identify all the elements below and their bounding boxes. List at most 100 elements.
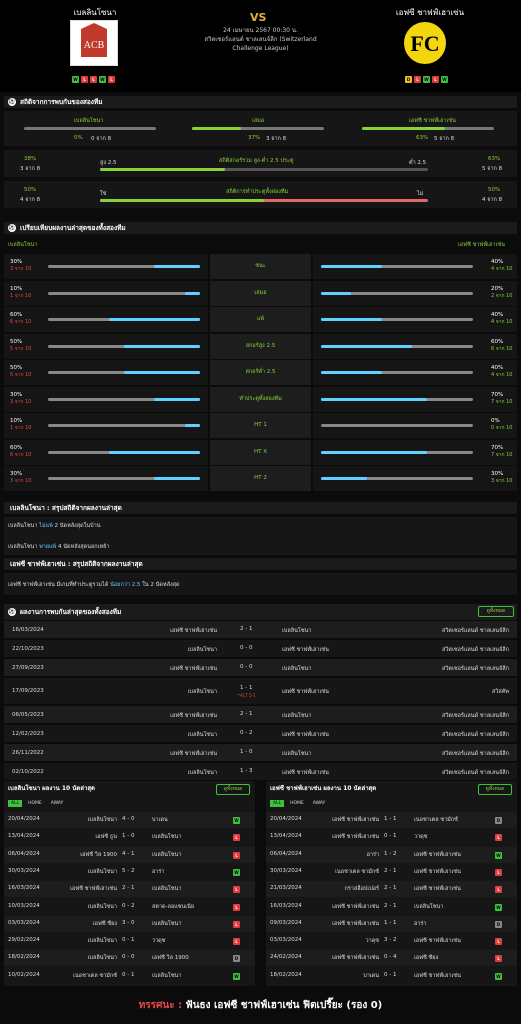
- compare-left-count: 1 จาก 10: [10, 425, 32, 431]
- list-item[interactable]: 18/02/2024 บาเดน 0 - 1 เอฟซี ชาฟฟ์เฮาเซ่น W: [266, 967, 517, 984]
- match-date: 03/03/2024: [8, 919, 40, 926]
- compare-right: 0% 0 จาก 10: [313, 413, 517, 438]
- list-item[interactable]: 20/04/2024 เอฟซี ชาฟฟ์เฮาเซ่น 1 - 1 เนอชาเต…: [266, 812, 517, 828]
- compare-left: 10% 1 จาก 10: [4, 280, 208, 306]
- away-team-name[interactable]: เอฟซี ชาฟฟ์เฮาเซ่น: [395, 8, 465, 17]
- table-row[interactable]: 27/09/2023 เอฟซี ชาฟฟ์เฮาเซ่น 0 - 0 เบลลินโ…: [4, 659, 517, 676]
- h2h-view-all-button[interactable]: ดูทั้งหมด: [478, 606, 514, 617]
- compare-right-pct: 0%: [491, 418, 500, 424]
- form-badge: L: [81, 76, 88, 83]
- score: 0 - 1: [122, 937, 135, 944]
- home-team: อาร่า: [366, 851, 379, 858]
- compare-right-count: 4 จาก 10: [491, 319, 513, 325]
- summary-away-panel: เอฟซี ชาฟฟ์เฮาเซ่น มีเกมที่ทำประตูรวมได้…: [4, 573, 517, 595]
- away-team-logo[interactable]: FC: [402, 20, 450, 66]
- table-row[interactable]: 16/03/2024 เอฟซี ชาฟฟ์เฮาเซ่น 2 - 1 เบลลินโ…: [4, 621, 517, 638]
- list-item[interactable]: 20/04/2024 เบลลินโซนา 4 - 0 บาเดน W: [4, 812, 255, 828]
- list-item[interactable]: 09/03/2024 เอฟซี ชาฟฟ์เฮาเซ่น 1 - 1 อาร่า D: [266, 915, 517, 932]
- compare-left: 30% 3 จาก 10: [4, 466, 208, 491]
- home-team: เบลลินโซนา: [187, 689, 217, 695]
- home-team-logo[interactable]: ACB: [70, 20, 118, 66]
- last10-home-view-all-button[interactable]: ดูทั้งหมด: [216, 784, 250, 795]
- compare-right-pct: 40%: [491, 312, 504, 318]
- home-team: เบลลินโซนา: [87, 955, 117, 962]
- away-team: เบลลินโซนา: [282, 665, 312, 672]
- home-team: วาดุซ: [365, 938, 379, 945]
- btts-bar: [100, 199, 428, 202]
- list-item[interactable]: 10/02/2024 เนอชาเตล ซามักซ์ 0 - 1 เบลลินโซน…: [4, 967, 255, 984]
- compare-right-count: 7 จาก 10: [491, 451, 513, 458]
- table-row[interactable]: 17/09/2023 เบลลินโซนา 1 - 1 *ACT 5-1 เอฟซี ช…: [4, 678, 517, 704]
- tab-away[interactable]: AWAY: [312, 801, 326, 806]
- compare-row: 30% 3 จาก 10 ชนะ 40% 4 จาก 10: [4, 254, 517, 280]
- compare-left-count: 3 จาก 10: [10, 478, 32, 484]
- compare-left-count: 3 จาก 10: [10, 398, 32, 405]
- tab-home[interactable]: HOME: [28, 801, 42, 806]
- compare-right-pct: 20%: [491, 285, 504, 292]
- score: 2 - 1: [240, 626, 253, 632]
- away-team: เอฟซี ซียง: [414, 955, 439, 962]
- compare-left-count: 5 จาก 10: [10, 345, 32, 352]
- list-item[interactable]: 18/02/2024 เบลลินโซนา 0 - 0 เอฟซี วิล 1900 D: [4, 950, 255, 967]
- result-badge: W: [233, 817, 240, 824]
- compare-left: 50% 5 จาก 10: [4, 333, 208, 359]
- compare-right-count: 2 จาก 10: [491, 292, 513, 299]
- home-team: เอฟซี ชาฟฟ์เฮาเซ่น: [70, 886, 117, 893]
- compare-left-stat: 30% 3 จาก 10: [10, 392, 32, 406]
- home-team: เอฟซี ซียง: [92, 920, 117, 927]
- tab-away[interactable]: AWAY: [50, 801, 64, 806]
- form-badge: W: [99, 76, 106, 83]
- table-row[interactable]: 22/10/2023 เบลลินโซนา 0 - 0 เอฟซี ชาฟฟ์เฮาเ…: [4, 640, 517, 657]
- away-team: เอฟซี ชาฟฟ์เฮาเซ่น: [282, 689, 329, 695]
- tab-home[interactable]: HOME: [290, 801, 304, 806]
- compare-label: ชนะ: [210, 254, 311, 279]
- match-date: 30/03/2024: [8, 867, 40, 874]
- list-item[interactable]: 13/04/2024 เอฟซี ชาฟฟ์เฮาเซ่น 0 - 1 วาดุซ L: [266, 829, 517, 846]
- away-team: เบลลินโซนา: [152, 834, 182, 841]
- match-date: 03/03/2024: [270, 937, 302, 944]
- table-row[interactable]: 26/11/2022 เอฟซี ชาฟฟ์เฮาเซ่น 1 - 0 เบลลินโ…: [4, 744, 517, 761]
- match-date: 13/04/2024: [270, 833, 302, 840]
- table-row[interactable]: 12/02/2023 เบลลินโซนา 0 - 2 เอฟซี ชาฟฟ์เฮาเ…: [4, 725, 517, 742]
- compare-left-pct: 30%: [10, 471, 23, 477]
- last10-away-view-all-button[interactable]: ดูทั้งหมด: [478, 784, 512, 795]
- list-item[interactable]: 16/03/2024 เอฟซี ชาฟฟ์เฮาเซ่น 2 - 1 เบลลินโ…: [266, 898, 517, 915]
- compare-right: 40% 4 จาก 10: [313, 360, 517, 385]
- list-item[interactable]: 06/04/2024 อาร่า 1 - 2 เอฟซี ชาฟฟ์เฮาเซ่น W: [266, 846, 517, 863]
- compare-left-stat: 60% 6 จาก 10: [10, 312, 32, 326]
- list-item[interactable]: 30/03/2024 เบลลินโซนา 5 - 2 อาร่า W: [4, 863, 255, 880]
- match-date: 10/03/2024: [8, 902, 40, 909]
- tab-all[interactable]: ALL: [8, 800, 23, 807]
- compare-right: 60% 6 จาก 10: [313, 333, 517, 359]
- list-item[interactable]: 24/02/2024 เอฟซี ชาฟฟ์เฮาเซ่น 0 - 4 เอฟซี ซ…: [266, 950, 517, 967]
- football-icon: ⚽: [8, 608, 16, 616]
- compare-right-count: 0 จาก 10: [491, 425, 513, 431]
- list-item[interactable]: 16/03/2024 เอฟซี ชาฟฟ์เฮาเซ่น 2 - 1 เบลลินโ…: [4, 881, 255, 898]
- match-league[interactable]: สวิตเซอร์แลนด์ ชาลเลนจ์ลีก (Switzerland …: [204, 36, 317, 52]
- list-item[interactable]: 30/03/2024 เนอชาเตล ซามักซ์ 2 - 1 เอฟซี ชาฟ…: [266, 863, 517, 880]
- h2h-results-header: ⚽ ผลงานการพบกันล่าสุดของทั้งสองทีม: [4, 604, 517, 620]
- list-item[interactable]: 03/03/2024 เอฟซี ซียง 3 - 0 เบลลินโซนา L: [4, 915, 255, 932]
- list-item[interactable]: 29/02/2024 เบลลินโซนา 0 - 1 วาดุซ L: [4, 933, 255, 950]
- tab-all[interactable]: ALL: [270, 800, 285, 807]
- table-row[interactable]: 06/05/2023 เอฟซี ชาฟฟ์เฮาเซ่น 2 - 1 เบลลินโ…: [4, 706, 517, 723]
- match-date: 29/02/2024: [8, 937, 40, 944]
- list-item[interactable]: 03/03/2024 วาดุซ 3 - 2 เอฟซี ชาฟฟ์เฮาเซ่น L: [266, 933, 517, 950]
- match-date: 24 เมษายน 2567 00:30 น.: [223, 27, 298, 34]
- list-item[interactable]: 10/03/2024 เบลลินโซนา 0 - 2 สตาด-ลอแซนเนีย L: [4, 898, 255, 915]
- list-item[interactable]: 21/03/2024 กราสฮ็อปเปอร์ 2 - 1 เอฟซี ชาฟฟ์เ…: [266, 881, 517, 898]
- list-item[interactable]: 13/04/2024 เอฟซี ธูน 1 - 0 เบลลินโซนา L: [4, 829, 255, 846]
- score: 4 - 1: [122, 850, 135, 857]
- form-badge: L: [108, 76, 115, 83]
- compare-right-stat: 0% 0 จาก 10: [491, 418, 513, 432]
- summary-team: เบลลินโซนา: [8, 523, 38, 529]
- wdl-draw-count: 3 จาก 8: [266, 136, 287, 142]
- home-team-name[interactable]: เบลลินโซนา: [73, 8, 117, 17]
- table-row[interactable]: 02/10/2022 เบลลินโซนา 1 - 3 เอฟซี ชาฟฟ์เฮาเ…: [4, 763, 517, 780]
- home-team: เบลลินโซนา: [187, 731, 217, 738]
- prediction-text: ฟันธง เอฟซี ชาฟฟ์เฮาเซ่น ฟิตเปรี๊ยะ (รอง…: [185, 1000, 383, 1011]
- score: 1 - 2: [384, 850, 397, 857]
- list-item[interactable]: 06/04/2024 เอฟซี วิล 1900 4 - 1 เบลลินโซนา L: [4, 846, 255, 863]
